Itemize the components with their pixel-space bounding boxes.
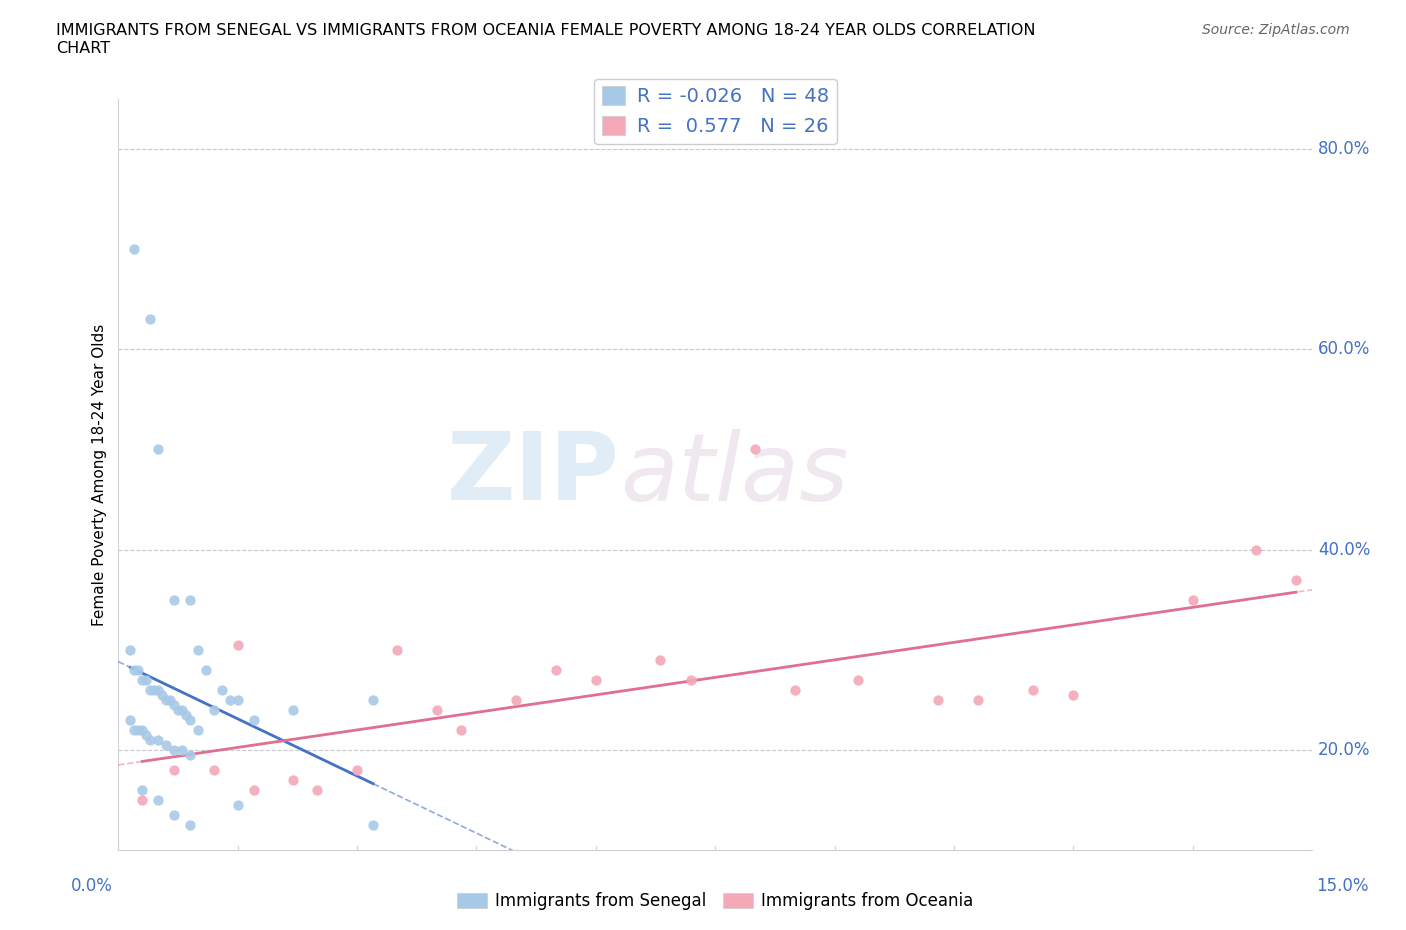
Point xyxy=(179,817,201,832)
Point xyxy=(127,662,149,677)
Point xyxy=(202,702,225,717)
Point xyxy=(505,692,527,707)
Point xyxy=(155,692,177,707)
Point xyxy=(1285,572,1308,587)
Point xyxy=(211,683,233,698)
Point xyxy=(226,797,249,812)
Point xyxy=(120,643,142,658)
Y-axis label: Female Poverty Among 18-24 Year Olds: Female Poverty Among 18-24 Year Olds xyxy=(93,324,107,626)
Point xyxy=(143,683,166,698)
Point xyxy=(226,637,249,652)
Text: Source: ZipAtlas.com: Source: ZipAtlas.com xyxy=(1202,23,1350,37)
Point xyxy=(202,763,225,777)
Point xyxy=(681,672,703,687)
Point xyxy=(163,742,186,757)
Point xyxy=(124,723,146,737)
Point xyxy=(167,702,190,717)
Point xyxy=(124,242,146,257)
Point xyxy=(1181,592,1204,607)
Point xyxy=(163,807,186,822)
Point xyxy=(966,692,988,707)
Point xyxy=(148,683,170,698)
Point xyxy=(139,683,162,698)
Text: 20.0%: 20.0% xyxy=(1317,741,1371,759)
Point xyxy=(131,782,153,797)
Point xyxy=(131,792,153,807)
Point xyxy=(163,698,186,712)
Text: atlas: atlas xyxy=(620,429,848,520)
Text: 60.0%: 60.0% xyxy=(1317,340,1371,358)
Text: 80.0%: 80.0% xyxy=(1317,140,1371,158)
Point xyxy=(194,662,217,677)
Text: IMMIGRANTS FROM SENEGAL VS IMMIGRANTS FROM OCEANIA FEMALE POVERTY AMONG 18-24 YE: IMMIGRANTS FROM SENEGAL VS IMMIGRANTS FR… xyxy=(56,23,1036,56)
Point xyxy=(135,727,157,742)
Point xyxy=(155,737,177,752)
Point xyxy=(242,782,264,797)
Point xyxy=(187,723,209,737)
Point xyxy=(346,763,368,777)
Point xyxy=(148,732,170,747)
Point xyxy=(163,763,186,777)
Point xyxy=(179,712,201,727)
Point xyxy=(172,742,194,757)
Point xyxy=(307,782,329,797)
Point xyxy=(131,723,153,737)
Point xyxy=(226,692,249,707)
Point xyxy=(150,687,173,702)
Point xyxy=(139,732,162,747)
Point xyxy=(135,672,157,687)
Point xyxy=(361,692,384,707)
Point xyxy=(163,592,186,607)
Point xyxy=(544,662,567,677)
Point xyxy=(783,683,806,698)
Point xyxy=(361,817,384,832)
Point xyxy=(450,723,472,737)
Point xyxy=(385,643,408,658)
Point xyxy=(172,702,194,717)
Point xyxy=(1062,687,1084,702)
Point xyxy=(426,702,449,717)
Point xyxy=(120,712,142,727)
Text: 40.0%: 40.0% xyxy=(1317,540,1371,559)
Point xyxy=(848,672,870,687)
Point xyxy=(927,692,949,707)
Point xyxy=(648,652,671,667)
Point xyxy=(179,592,201,607)
Point xyxy=(127,723,149,737)
Point xyxy=(585,672,607,687)
Point xyxy=(218,692,240,707)
Point xyxy=(148,442,170,457)
Point xyxy=(179,748,201,763)
Point xyxy=(148,792,170,807)
Point xyxy=(283,702,305,717)
Point xyxy=(124,662,146,677)
Text: 15.0%: 15.0% xyxy=(1316,877,1369,895)
Point xyxy=(131,672,153,687)
Point xyxy=(1246,542,1268,557)
Point xyxy=(242,712,264,727)
Point xyxy=(283,773,305,788)
Point xyxy=(159,692,181,707)
Text: ZIP: ZIP xyxy=(447,429,620,521)
Point xyxy=(187,643,209,658)
Legend: R = -0.026   N = 48, R =  0.577   N = 26: R = -0.026 N = 48, R = 0.577 N = 26 xyxy=(593,79,837,144)
Text: 0.0%: 0.0% xyxy=(70,877,112,895)
Point xyxy=(744,442,766,457)
Point xyxy=(139,312,162,326)
Point xyxy=(1022,683,1045,698)
Point xyxy=(174,708,197,723)
